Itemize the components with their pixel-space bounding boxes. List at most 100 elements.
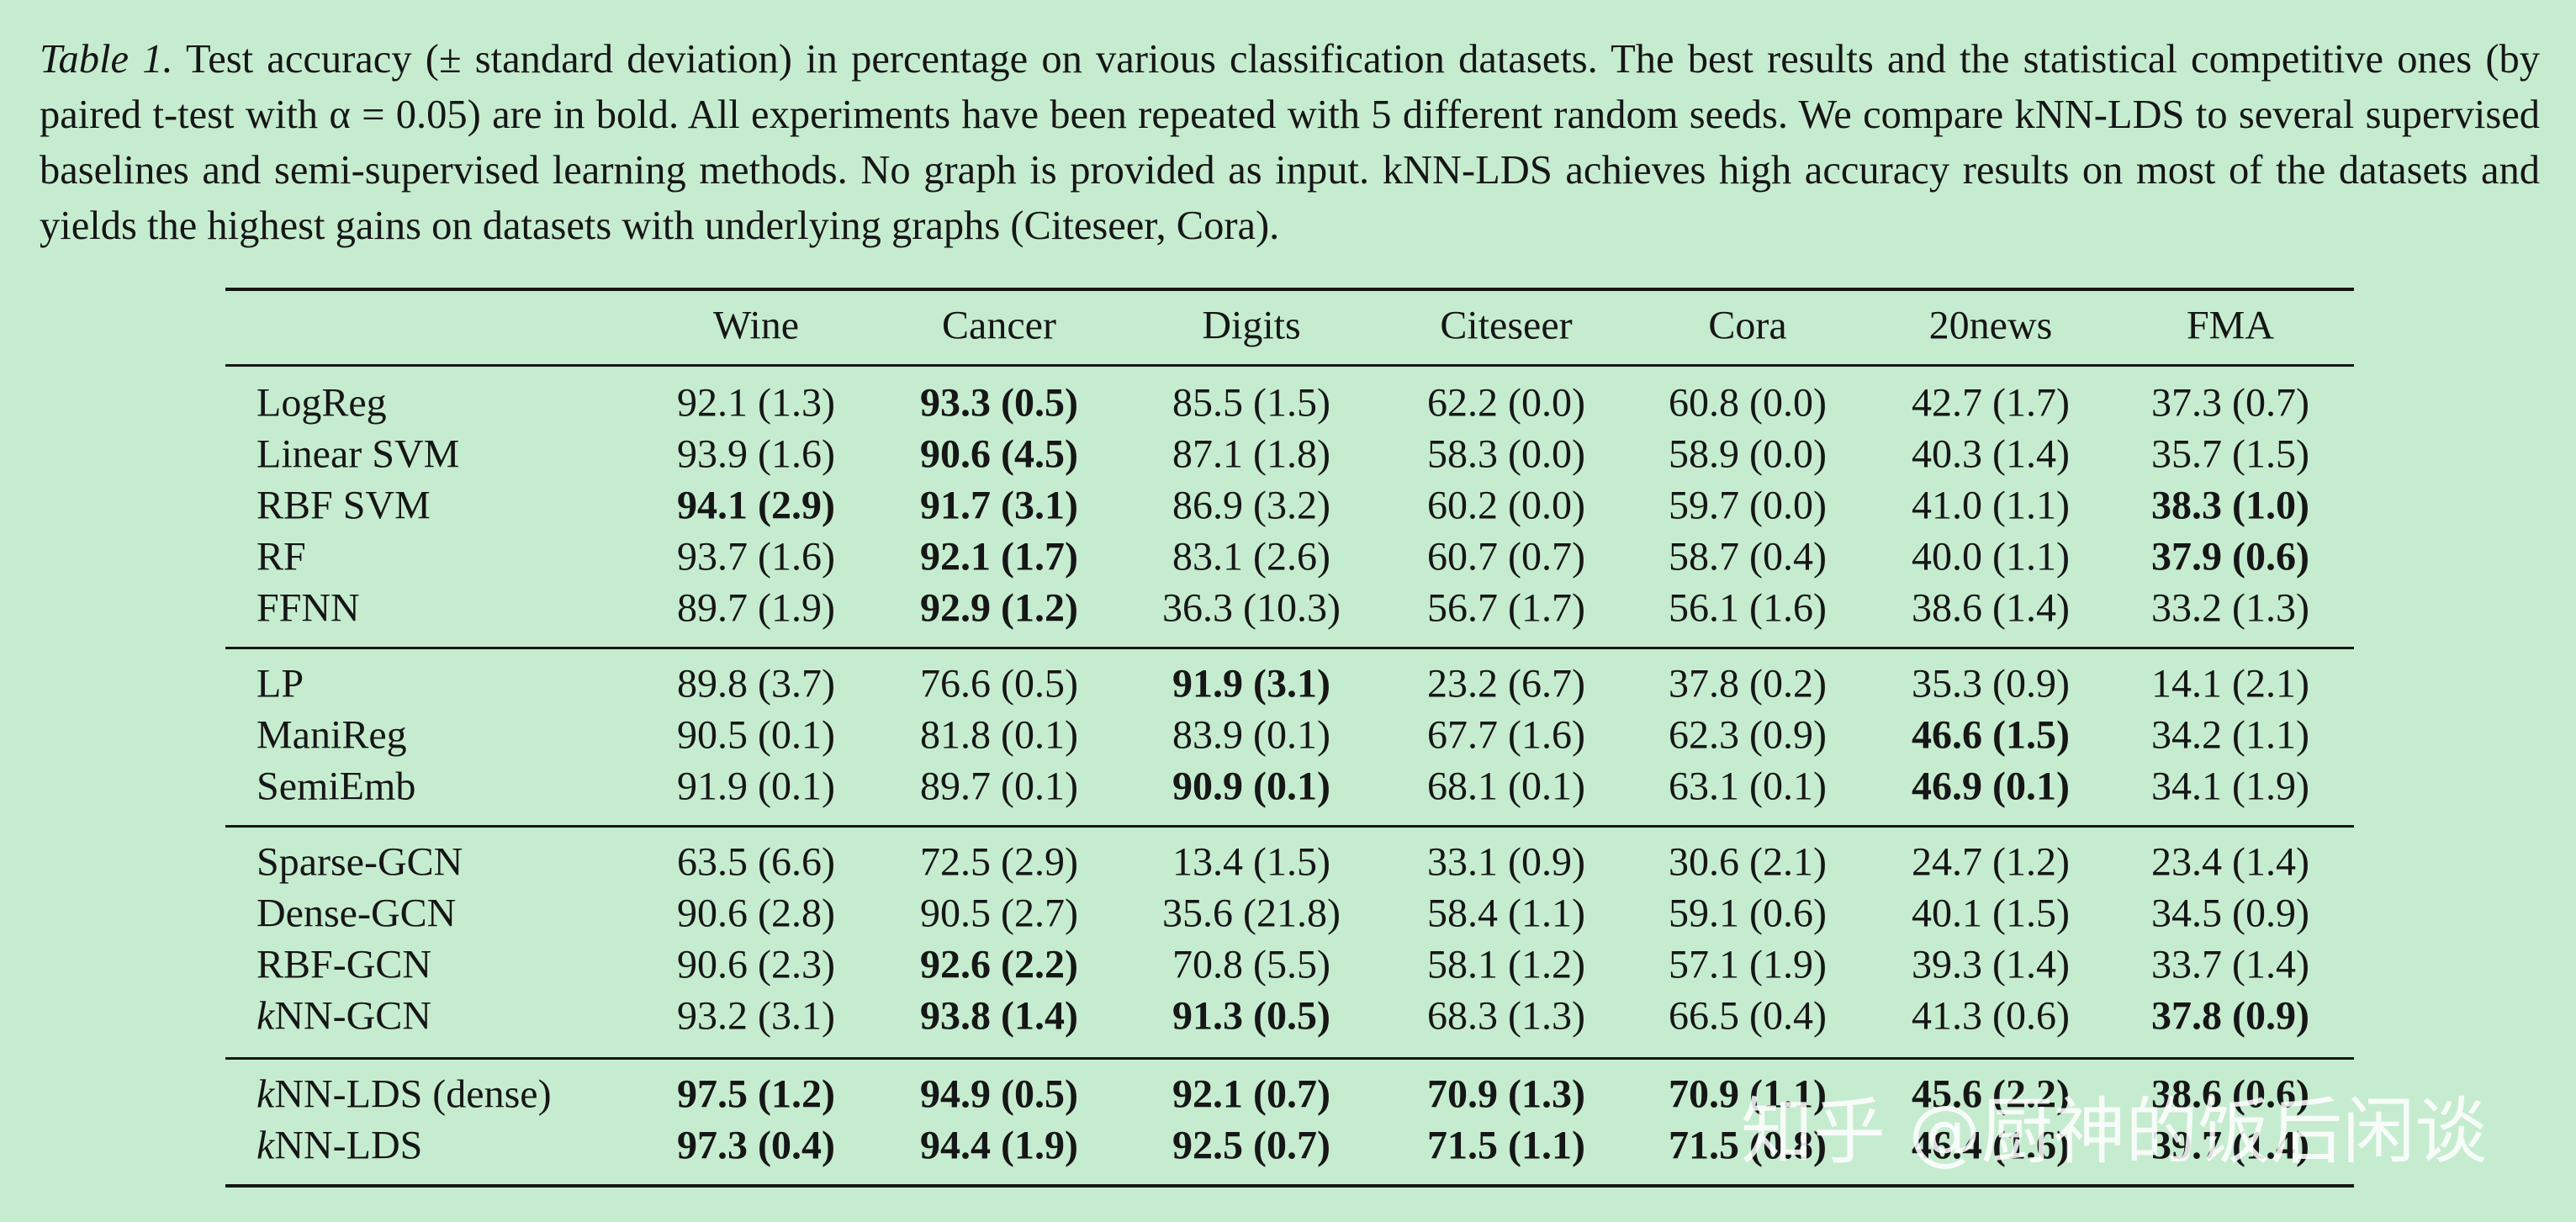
method-name: kNN-LDS (dense) <box>257 1071 552 1117</box>
result-cell: 37.8 (0.9) <box>2151 993 2309 1039</box>
result-cell: 39.7 (1.4) <box>2151 1123 2309 1168</box>
result-cell: 41.0 (1.1) <box>1912 483 2070 528</box>
result-cell: 89.8 (3.7) <box>677 661 835 706</box>
result-cell: 33.2 (1.3) <box>2151 585 2309 631</box>
table-caption: Table 1. Test accuracy (± standard devia… <box>40 32 2540 254</box>
result-cell: 35.6 (21.8) <box>1162 891 1341 936</box>
group-rule <box>225 825 2354 828</box>
result-cell: 14.1 (2.1) <box>2151 661 2309 706</box>
method-name: kNN-LDS <box>257 1123 423 1168</box>
result-cell: 94.9 (0.5) <box>920 1071 1078 1117</box>
result-cell: 97.5 (1.2) <box>677 1071 835 1117</box>
result-cell: 60.8 (0.0) <box>1669 380 1827 426</box>
column-header: FMA <box>2186 303 2275 348</box>
result-cell: 93.7 (1.6) <box>677 534 835 579</box>
result-cell: 67.7 (1.6) <box>1427 712 1585 758</box>
result-cell: 63.1 (0.1) <box>1669 764 1827 809</box>
result-cell: 37.9 (0.6) <box>2151 534 2309 579</box>
result-cell: 33.1 (0.9) <box>1427 839 1585 885</box>
result-cell: 57.1 (1.9) <box>1669 942 1827 987</box>
result-cell: 90.5 (0.1) <box>677 712 835 758</box>
method-name: RF <box>257 534 306 579</box>
result-cell: 37.8 (0.2) <box>1669 661 1827 706</box>
result-cell: 87.1 (1.8) <box>1172 431 1330 477</box>
result-cell: 94.1 (2.9) <box>677 483 835 528</box>
result-cell: 90.6 (2.8) <box>677 891 835 936</box>
result-cell: 35.3 (0.9) <box>1912 661 2070 706</box>
result-cell: 71.5 (1.1) <box>1427 1123 1585 1168</box>
result-cell: 97.3 (0.4) <box>677 1123 835 1168</box>
result-cell: 66.5 (0.4) <box>1669 993 1827 1039</box>
result-cell: 92.6 (2.2) <box>920 942 1078 987</box>
method-name: Dense-GCN <box>257 891 457 936</box>
result-cell: 71.5 (0.8) <box>1669 1123 1827 1168</box>
result-cell: 83.1 (2.6) <box>1172 534 1330 579</box>
result-cell: 62.2 (0.0) <box>1427 380 1585 426</box>
method-name: RBF SVM <box>257 483 431 528</box>
result-cell: 60.7 (0.7) <box>1427 534 1585 579</box>
result-cell: 70.8 (5.5) <box>1172 942 1330 987</box>
result-cell: 34.2 (1.1) <box>2151 712 2309 758</box>
caption-text: Test accuracy (± standard deviation) in … <box>40 37 2540 248</box>
watermark: 知乎 @厨神的饭后闲谈 <box>1741 1090 2488 1174</box>
method-name: LP <box>257 661 304 706</box>
result-cell: 59.1 (0.6) <box>1669 891 1827 936</box>
result-cell: 37.3 (0.7) <box>2151 380 2309 426</box>
column-header: 20news <box>1928 303 2053 348</box>
result-cell: 92.5 (0.7) <box>1172 1123 1330 1168</box>
result-cell: 42.7 (1.7) <box>1912 380 2070 426</box>
result-cell: 93.2 (3.1) <box>677 993 835 1039</box>
result-cell: 92.9 (1.2) <box>920 585 1078 631</box>
result-cell: 90.5 (2.7) <box>920 891 1078 936</box>
result-cell: 23.4 (1.4) <box>2151 839 2309 885</box>
column-header: Wine <box>712 303 800 348</box>
result-cell: 41.3 (0.6) <box>1912 993 2070 1039</box>
result-cell: 60.2 (0.0) <box>1427 483 1585 528</box>
result-cell: 91.9 (3.1) <box>1172 661 1330 706</box>
result-cell: 23.2 (6.7) <box>1427 661 1585 706</box>
result-cell: 46.6 (1.5) <box>1912 712 2070 758</box>
result-cell: 93.3 (0.5) <box>920 380 1078 426</box>
method-name: Sparse-GCN <box>257 839 463 885</box>
result-cell: 39.3 (1.4) <box>1912 942 2070 987</box>
result-cell: 83.9 (0.1) <box>1172 712 1330 758</box>
result-cell: 40.0 (1.1) <box>1912 534 2070 579</box>
result-cell: 38.6 (0.6) <box>2151 1071 2309 1117</box>
result-cell: 24.7 (1.2) <box>1912 839 2070 885</box>
result-cell: 92.1 (1.3) <box>677 380 835 426</box>
result-cell: 94.4 (1.9) <box>920 1123 1078 1168</box>
method-name: RBF-GCN <box>257 942 432 987</box>
result-cell: 92.1 (0.7) <box>1172 1071 1330 1117</box>
result-cell: 38.6 (1.4) <box>1912 585 2070 631</box>
result-cell: 89.7 (1.9) <box>677 585 835 631</box>
group-rule <box>225 1057 2354 1060</box>
result-cell: 58.4 (1.1) <box>1427 891 1585 936</box>
column-header: Cancer <box>942 303 1056 348</box>
result-cell: 90.9 (0.1) <box>1172 764 1330 809</box>
column-header: Cora <box>1708 303 1787 348</box>
result-cell: 35.7 (1.5) <box>2151 431 2309 477</box>
result-cell: 93.9 (1.6) <box>677 431 835 477</box>
method-name: kNN-GCN <box>257 993 431 1039</box>
header-rule <box>225 364 2354 367</box>
result-cell: 92.1 (1.7) <box>920 534 1078 579</box>
method-name: Linear SVM <box>257 431 460 477</box>
result-cell: 72.5 (2.9) <box>920 839 1078 885</box>
result-cell: 70.9 (1.1) <box>1669 1071 1827 1117</box>
top-rule <box>225 288 2354 291</box>
caption-label: Table 1. <box>40 37 173 82</box>
result-cell: 90.6 (4.5) <box>920 431 1078 477</box>
result-cell: 90.6 (2.3) <box>677 942 835 987</box>
method-name: ManiReg <box>257 712 407 758</box>
result-cell: 76.6 (0.5) <box>920 661 1078 706</box>
result-cell: 91.7 (3.1) <box>920 483 1078 528</box>
result-cell: 34.1 (1.9) <box>2151 764 2309 809</box>
result-cell: 58.1 (1.2) <box>1427 942 1585 987</box>
result-cell: 93.8 (1.4) <box>920 993 1078 1039</box>
result-cell: 33.7 (1.4) <box>2151 942 2309 987</box>
result-cell: 40.3 (1.4) <box>1912 431 2070 477</box>
result-cell: 68.1 (0.1) <box>1427 764 1585 809</box>
method-name: FFNN <box>257 585 360 631</box>
result-cell: 81.8 (0.1) <box>920 712 1078 758</box>
result-cell: 46.4 (1.6) <box>1912 1123 2070 1168</box>
